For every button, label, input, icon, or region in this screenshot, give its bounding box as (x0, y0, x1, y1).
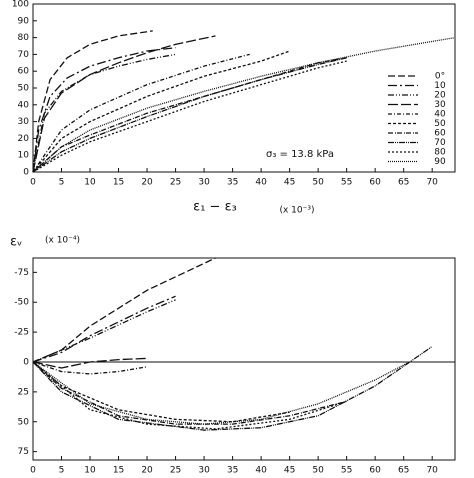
legend-label: 10 (434, 81, 446, 91)
annotation: σ₃ = 13.8 kPa (266, 149, 334, 160)
x-tick-label: 65 (398, 178, 409, 188)
y-tick-label: -75 (14, 268, 29, 278)
plot-frame (32, 257, 456, 461)
legend-label: 80 (434, 148, 446, 158)
series-line (32, 36, 456, 173)
y-tick-label: 60 (18, 67, 30, 77)
y-tick-label: 100 (12, 0, 29, 10)
y-tick-label: 20 (18, 134, 30, 144)
series-line (32, 35, 216, 173)
x-tick-label: 65 (398, 466, 409, 475)
y-tick-label: 10 (18, 151, 30, 161)
y-axis-label: εᵥ (10, 235, 22, 250)
y-tick-label: 0 (23, 357, 29, 367)
y-tick-label: 50 (18, 417, 30, 427)
series-line (32, 361, 347, 425)
x-tick-label: 40 (255, 178, 267, 188)
legend-label: 50 (434, 119, 446, 129)
plot-frame (32, 3, 456, 173)
series-line (32, 50, 290, 173)
x-tick-label: 25 (170, 178, 181, 188)
x-tick-label: 60 (369, 178, 381, 188)
x-tick-label: 15 (113, 466, 124, 475)
series-line (32, 361, 347, 430)
y-tick-label: 90 (18, 16, 30, 26)
x-tick-label: 70 (426, 466, 438, 475)
x-tick-label: 55 (341, 178, 352, 188)
series-line (32, 47, 176, 173)
x-tick-label: 55 (341, 466, 352, 475)
x-tick-label: 30 (198, 466, 210, 475)
series-line (32, 257, 216, 363)
legend-label: 40 (434, 110, 446, 120)
legend-label: 0° (435, 72, 445, 82)
y-tick-label: -25 (14, 328, 29, 338)
series-line (32, 361, 290, 423)
series-line (32, 345, 433, 431)
x-tick-label: 20 (141, 466, 153, 475)
series-line (32, 57, 347, 173)
x-tick-label: 5 (59, 466, 65, 475)
legend-label: 20 (434, 91, 446, 101)
x-tick-label: 10 (84, 466, 96, 475)
x-tick-label: 20 (141, 178, 153, 188)
legend-label: 70 (434, 138, 446, 148)
x-axis-label: ε₁ − ε₃ (193, 200, 237, 215)
x-tick-label: 0 (30, 178, 36, 188)
x-tick-label: 60 (369, 466, 381, 475)
series-line (32, 299, 176, 363)
legend-label: 30 (434, 100, 446, 110)
y-tick-label: 40 (18, 100, 30, 110)
x-tick-label: 15 (113, 178, 124, 188)
x-tick-label: 45 (284, 466, 295, 475)
series-line (32, 361, 410, 425)
x-tick-label: 50 (312, 466, 324, 475)
series-line (32, 57, 347, 173)
x-tick-label: 35 (227, 466, 238, 475)
y-tick-label: 30 (18, 117, 30, 127)
x-tick-label: 5 (59, 178, 65, 188)
x-tick-label: 70 (426, 178, 438, 188)
series-line (32, 357, 148, 369)
x-tick-label: 40 (255, 466, 267, 475)
series-line (32, 53, 250, 173)
y-tick-label: 0 (23, 168, 29, 178)
y-tick-label: 25 (18, 387, 29, 397)
y-tick-label: 80 (18, 33, 30, 43)
x-tick-label: 30 (198, 178, 210, 188)
x-tick-label: 10 (84, 178, 96, 188)
y-tick-label: 75 (18, 447, 29, 457)
x-tick-label: 25 (170, 466, 181, 475)
series-line (32, 361, 148, 375)
series-line (32, 53, 176, 173)
y-axis-unit: (x 10⁻⁴) (45, 236, 80, 246)
legend-label: 60 (434, 129, 446, 139)
y-tick-label: 70 (18, 50, 30, 60)
x-axis-unit: (x 10⁻³) (279, 206, 314, 216)
y-tick-label: -50 (14, 298, 29, 308)
x-tick-label: 50 (312, 178, 324, 188)
y-tick-label: 50 (18, 84, 30, 94)
series-line (32, 30, 153, 173)
x-tick-label: 35 (227, 178, 238, 188)
legend-label: 90 (434, 157, 446, 167)
x-tick-label: 45 (284, 178, 295, 188)
series-line (32, 295, 176, 363)
x-tick-label: 0 (30, 466, 36, 475)
